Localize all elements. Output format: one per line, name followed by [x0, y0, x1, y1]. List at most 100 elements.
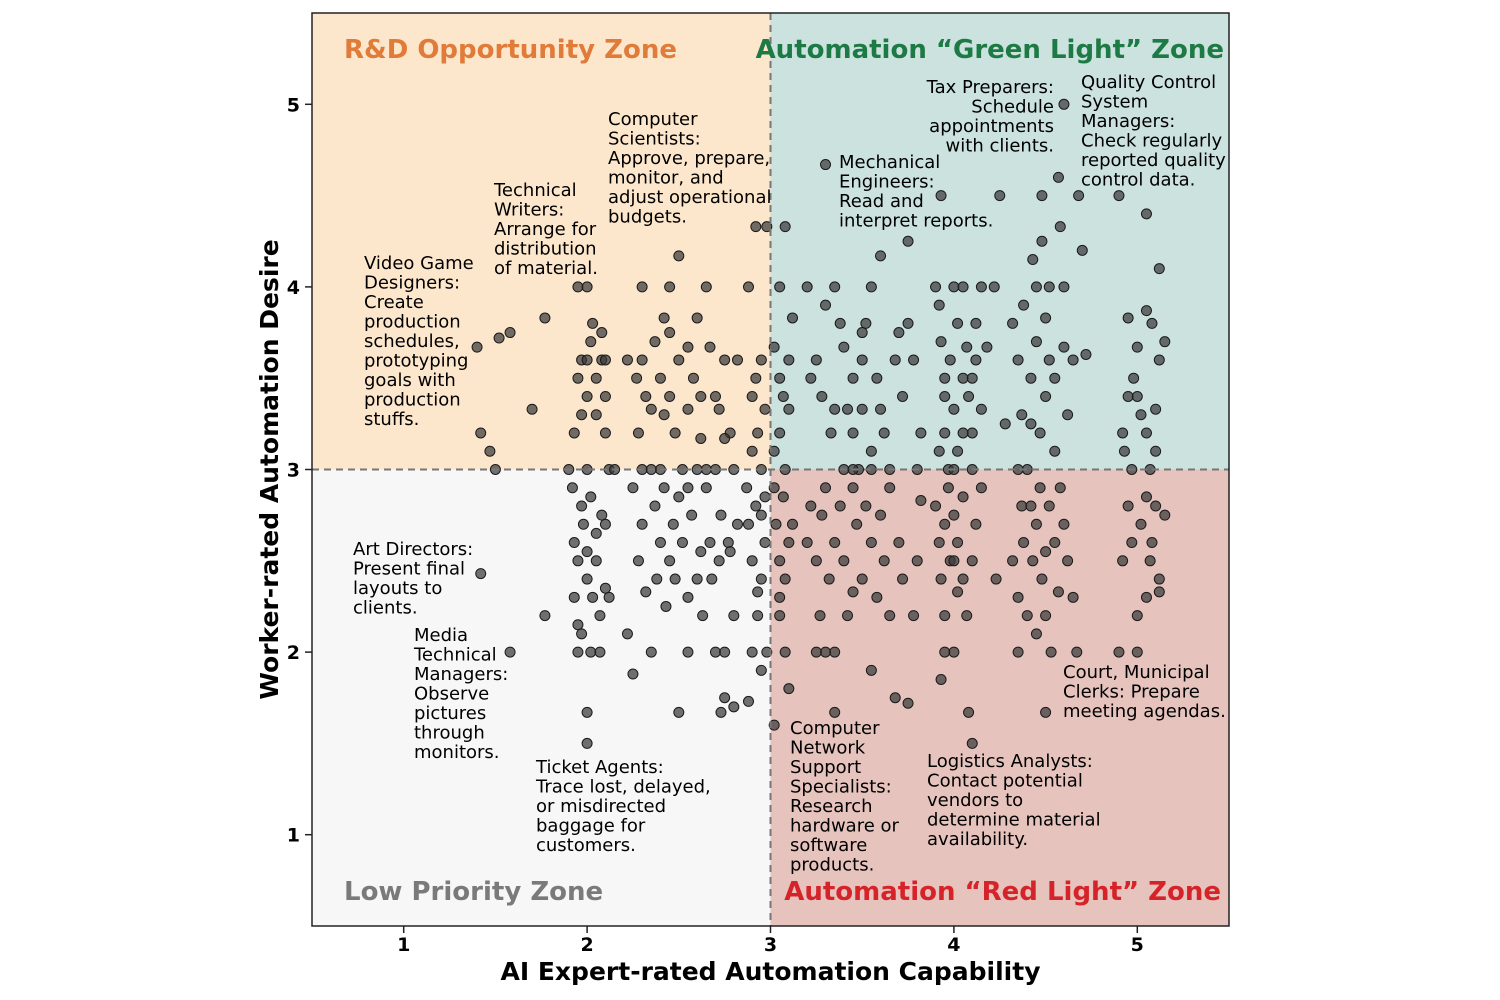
data-point [581, 390, 593, 402]
data-point [1058, 341, 1070, 353]
data-point [697, 610, 709, 622]
data-point [1016, 409, 1028, 421]
data-point [1122, 390, 1134, 402]
annotation-text: Quality Control System Managers: Check regu… [1081, 72, 1226, 191]
data-point [768, 341, 780, 353]
data-point [930, 500, 942, 512]
data-point [1049, 372, 1061, 384]
data-point [908, 610, 920, 622]
annotation-line: Check regularly [1081, 131, 1222, 152]
data-point [742, 518, 754, 530]
annotation-line: Computer [608, 109, 698, 130]
data-point [585, 336, 597, 348]
data-point [1131, 610, 1143, 622]
data-point [636, 518, 648, 530]
data-point [1049, 537, 1061, 549]
data-point [664, 555, 676, 567]
annotation-line: Technical [493, 180, 577, 201]
annotation-line: production [364, 390, 461, 411]
x-tick-label: 5 [1131, 934, 1144, 956]
data-point [746, 390, 758, 402]
annotation-line: Present final [353, 559, 465, 580]
data-point [939, 518, 951, 530]
annotation-text: Logistics Analysts: Contact potential vend… [927, 751, 1101, 850]
data-point [706, 573, 718, 585]
data-point [948, 555, 960, 567]
data-point [731, 354, 743, 366]
data-point [728, 610, 740, 622]
data-point [774, 555, 786, 567]
data-point [1012, 646, 1024, 658]
annotation-text: Ticket Agents: Trace lost, delayed, or mis… [535, 757, 711, 856]
data-point [966, 427, 978, 439]
data-point [1153, 573, 1165, 585]
data-point [1052, 586, 1064, 598]
data-point [970, 317, 982, 329]
data-point [1034, 427, 1046, 439]
data-point [640, 390, 652, 402]
data-point [700, 281, 712, 293]
data-point [1153, 586, 1165, 598]
data-point [1012, 354, 1024, 366]
data-point [860, 500, 872, 512]
data-point [875, 250, 887, 262]
annotation-line: clients. [353, 598, 418, 619]
data-point [715, 706, 727, 718]
data-point [935, 673, 947, 685]
data-point [691, 312, 703, 324]
data-point [599, 390, 611, 402]
data-point [1118, 445, 1130, 457]
annotation-line: Computer [790, 718, 880, 739]
data-point [1071, 646, 1083, 658]
data-point [1140, 591, 1152, 603]
data-point [1012, 591, 1024, 603]
annotation-line: Scientists: [608, 129, 701, 150]
data-point [1040, 706, 1052, 718]
data-point [774, 610, 786, 622]
data-point [768, 719, 780, 731]
data-point [1140, 305, 1152, 317]
data-point [752, 427, 764, 439]
data-point [709, 390, 721, 402]
data-point [1025, 372, 1037, 384]
annotation-line: vendors to [927, 790, 1023, 811]
data-point [889, 692, 901, 704]
annotation-line: Managers: [1081, 111, 1175, 132]
data-point [838, 555, 850, 567]
annotation-line: Contact potential [927, 771, 1083, 792]
data-point [856, 573, 868, 585]
data-point [504, 327, 516, 339]
data-point [1054, 482, 1066, 494]
annotation-line: interpret reports. [839, 211, 993, 232]
x-axis-title: AI Expert-rated Automation Capability [501, 957, 1041, 986]
data-point [649, 336, 661, 348]
data-point [1034, 482, 1046, 494]
data-point [948, 509, 960, 521]
data-point [632, 555, 644, 567]
annotation-line: Arrange for [494, 219, 597, 240]
annotation-line: Mechanical [839, 152, 940, 173]
data-point [755, 573, 767, 585]
data-point [755, 509, 767, 521]
data-point [865, 445, 877, 457]
data-point [783, 683, 795, 695]
data-point [825, 427, 837, 439]
annotation-line: customers. [536, 835, 636, 856]
data-point [889, 354, 901, 366]
data-point [475, 427, 487, 439]
data-point [779, 221, 791, 233]
data-point [673, 491, 685, 503]
data-point [471, 341, 483, 353]
data-point [1025, 500, 1037, 512]
data-point [1140, 208, 1152, 220]
data-point [871, 372, 883, 384]
data-point [599, 582, 611, 594]
data-point [1117, 555, 1129, 567]
data-point [691, 573, 703, 585]
data-point [1007, 555, 1019, 567]
data-point [893, 537, 905, 549]
data-point [860, 317, 872, 329]
data-point [581, 573, 593, 585]
data-point [1135, 518, 1147, 530]
annotation-line: production [364, 312, 461, 333]
